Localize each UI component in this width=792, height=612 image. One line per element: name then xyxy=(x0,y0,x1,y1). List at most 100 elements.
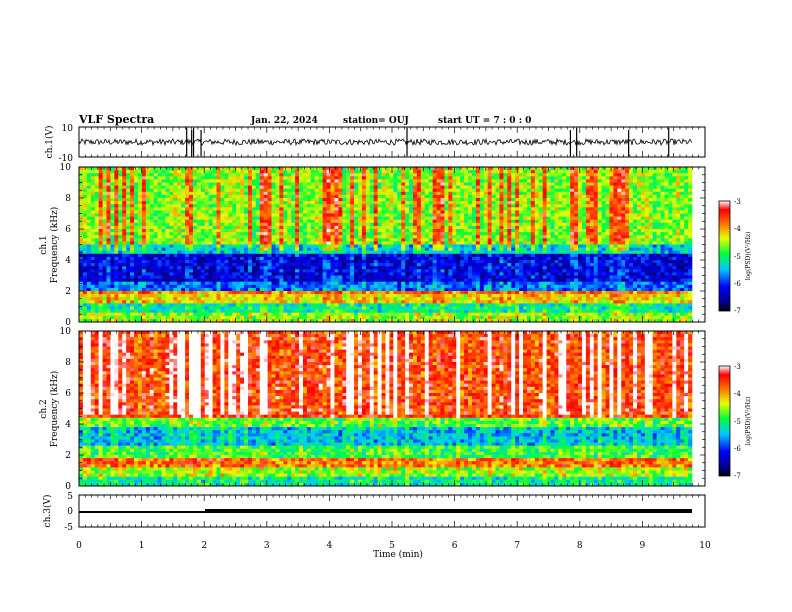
spectrogram-cell xyxy=(169,238,174,242)
spectrogram-cell xyxy=(432,229,437,233)
spectrogram-cell xyxy=(570,210,575,214)
spectrogram-cell xyxy=(538,238,543,242)
spectrogram-cell xyxy=(212,167,217,171)
spectrogram-cell xyxy=(338,247,343,251)
spectrogram-cell xyxy=(130,176,135,180)
spectrogram-cell xyxy=(192,232,198,236)
spectrogram-cell xyxy=(350,191,355,196)
spectrogram-cell xyxy=(181,260,186,264)
spectrogram-cell xyxy=(267,244,272,248)
spectrogram-cell xyxy=(106,194,111,199)
spectrogram-cell xyxy=(118,256,123,261)
spectrogram-cell xyxy=(444,204,449,208)
spectrogram-cell xyxy=(688,232,693,236)
spectrogram-cell xyxy=(86,176,92,180)
spectrogram-cell xyxy=(153,198,158,202)
spectrogram-cell xyxy=(385,241,390,245)
spectrogram-cell xyxy=(126,173,131,177)
spectrogram-cell xyxy=(98,204,103,208)
spectrogram-cell xyxy=(511,176,516,180)
spectrogram-cell xyxy=(672,222,677,227)
spectrogram-cell xyxy=(491,167,496,171)
spectrogram-cell xyxy=(90,219,96,224)
spectrogram-cell xyxy=(98,250,103,255)
spectrogram-cell xyxy=(110,173,115,177)
spectrogram-cell xyxy=(251,179,257,183)
spectrogram-cell xyxy=(574,241,579,245)
spectrogram-cell xyxy=(141,256,147,261)
spectrogram-cell xyxy=(440,167,445,171)
spectrogram-cell xyxy=(354,188,359,193)
spectrogram-cell xyxy=(483,222,488,227)
spectrogram-cell xyxy=(648,253,654,258)
spectrogram-cell xyxy=(621,222,626,227)
spectrogram-cell xyxy=(581,238,587,242)
spectrogram-cell xyxy=(471,244,477,248)
spectrogram-cell xyxy=(574,210,579,214)
spectrogram-cell xyxy=(605,176,610,180)
spectrogram-cell xyxy=(275,232,280,236)
spectrogram-cell xyxy=(220,253,225,258)
spectrogram-cell xyxy=(82,250,88,255)
spectrogram-cell xyxy=(110,198,115,202)
spectrogram-cell xyxy=(554,232,559,236)
spectrogram-cell xyxy=(432,253,437,258)
spectrogram-cell xyxy=(247,241,253,245)
spectrogram-cell xyxy=(397,210,402,214)
spectrogram-cell xyxy=(566,204,571,208)
spectrogram-cell xyxy=(684,250,689,255)
spectrogram-cell xyxy=(145,225,151,230)
spectrogram-cell xyxy=(456,210,461,214)
spectrogram-cell xyxy=(189,213,194,217)
spectrogram-cell xyxy=(381,247,386,251)
spectrogram-cell xyxy=(145,216,151,220)
spectrogram-cell xyxy=(181,256,186,261)
spectrogram-cell xyxy=(361,232,367,236)
spectrogram-cell xyxy=(291,170,296,174)
spectrogram-cell xyxy=(346,241,351,245)
spectrogram-cell xyxy=(664,204,669,208)
spectrogram-cell xyxy=(633,253,638,258)
spectrogram-cell xyxy=(448,213,453,217)
spectrogram-cell xyxy=(330,176,335,180)
spectrogram-cell xyxy=(401,247,406,251)
spectrogram-cell xyxy=(373,253,378,258)
spectrogram-cell xyxy=(479,256,485,261)
spectrogram-cell xyxy=(609,188,614,193)
spectrogram-cell xyxy=(475,244,481,248)
spectrogram-cell xyxy=(562,238,567,242)
spectrogram-cell xyxy=(409,204,414,208)
spectrogram-cell xyxy=(680,179,685,183)
spectrogram-cell xyxy=(389,238,394,242)
spectrogram-cell xyxy=(381,204,386,208)
spectrogram-cell xyxy=(617,198,622,202)
spectrogram-cell xyxy=(688,191,693,196)
spectrogram-cell xyxy=(617,188,622,193)
spectrogram-cell xyxy=(519,219,524,224)
spectrogram-cell xyxy=(601,238,606,242)
spectrogram-cell xyxy=(468,247,473,251)
spectrogram-cell xyxy=(86,250,92,255)
spectrogram-cell xyxy=(636,194,642,199)
spectrogram-cell xyxy=(232,194,237,199)
spectrogram-cell xyxy=(538,194,543,199)
spectrogram-cell xyxy=(550,229,555,233)
spectrogram-cell xyxy=(228,167,233,171)
spectrogram-cell xyxy=(244,253,249,258)
spectrogram-cell xyxy=(185,253,190,258)
spectrogram-cell xyxy=(420,260,426,264)
spectrogram-cell xyxy=(436,188,441,193)
spectrogram-cell xyxy=(452,210,457,214)
spectrogram-cell xyxy=(350,260,355,264)
spectrogram-cell xyxy=(259,173,264,177)
spectrogram-cell xyxy=(644,170,650,174)
spectrogram-cell xyxy=(385,247,390,251)
spectrogram-cell xyxy=(357,235,363,239)
spectrogram-cell xyxy=(389,204,394,208)
spectrogram-cell xyxy=(578,170,583,174)
spectrogram-cell xyxy=(515,250,520,255)
spectrogram-cell xyxy=(542,250,547,255)
spectrogram-cell xyxy=(200,210,206,214)
spectrogram-cell xyxy=(483,204,488,208)
spectrogram-cell xyxy=(428,204,433,208)
